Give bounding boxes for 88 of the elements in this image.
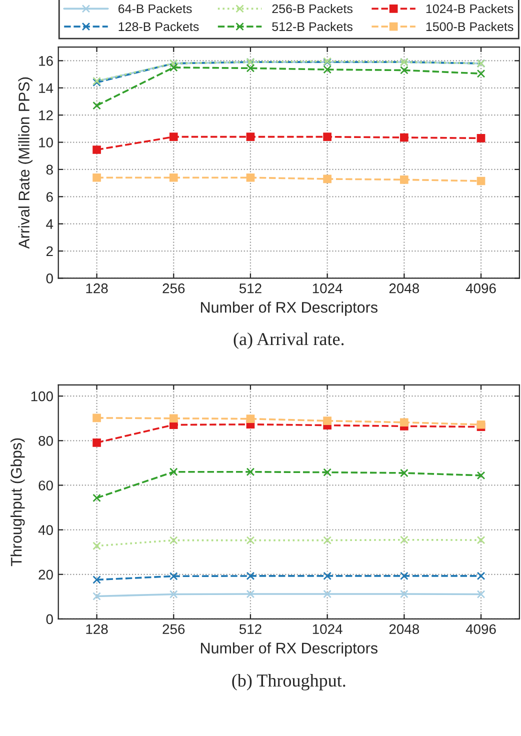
- y-tick-label: 12: [39, 110, 53, 120]
- point: [476, 590, 486, 598]
- point: [400, 133, 408, 142]
- point: [476, 176, 486, 186]
- point: [400, 468, 408, 478]
- x-tick-label: 128: [86, 624, 108, 634]
- y-tick-label: 8: [46, 164, 53, 175]
- text: (b) Throughput.: [232, 674, 346, 690]
- point: [92, 146, 101, 154]
- point: [246, 132, 255, 141]
- point: [92, 542, 101, 550]
- point: [400, 536, 408, 544]
- legend-label: 512-B Packets: [272, 22, 352, 32]
- point: [400, 175, 408, 184]
- text: (a) Arrival rate.: [234, 332, 344, 349]
- point: [169, 132, 178, 141]
- x-tick-label: 2048: [389, 283, 420, 294]
- point: [92, 173, 101, 182]
- x-tick-label: 4096: [466, 624, 496, 634]
- point: [246, 173, 255, 182]
- point: [323, 416, 332, 425]
- legend-label: 64-B Packets: [118, 4, 192, 14]
- y-tick-label: 0: [46, 274, 53, 284]
- point: [323, 65, 332, 74]
- x-tick-label: 512: [239, 283, 262, 294]
- point: [476, 536, 486, 544]
- y-tick-label: 14: [39, 83, 54, 93]
- point: [92, 494, 101, 502]
- point: [476, 420, 486, 429]
- point: [92, 438, 101, 447]
- point: [323, 468, 332, 476]
- x-tick-label: 256: [162, 624, 185, 634]
- point: [323, 590, 332, 598]
- point: [400, 66, 408, 74]
- point: [476, 471, 486, 480]
- legend-label: 1024-B Packets: [426, 4, 514, 14]
- point: [400, 572, 408, 580]
- point: [169, 572, 178, 580]
- x-tick-label: 1024: [312, 283, 342, 294]
- point: [169, 590, 178, 598]
- point: [400, 418, 408, 427]
- point: [323, 174, 332, 184]
- x-tick-label: 4096: [466, 283, 496, 294]
- legend-label: 256-B Packets: [272, 4, 352, 14]
- point: [400, 590, 408, 598]
- point: [323, 572, 332, 580]
- x-tick-label: 2048: [389, 624, 420, 634]
- x-axis-title: Number of RX Descriptors: [201, 642, 378, 657]
- point: [476, 572, 486, 580]
- point: [92, 414, 101, 422]
- point: [169, 536, 178, 544]
- point: [92, 592, 101, 600]
- point: [169, 63, 178, 72]
- x-tick-label: 1024: [312, 624, 342, 634]
- y-tick-label: 0: [46, 614, 53, 624]
- point: [169, 414, 178, 423]
- point: [92, 101, 101, 110]
- y-tick-label: 6: [46, 192, 53, 202]
- point: [476, 134, 486, 142]
- y-tick-label: 80: [38, 436, 53, 446]
- x-axis-title: Number of RX Descriptors: [201, 302, 378, 316]
- y-axis-title: Throughput (Gbps): [10, 438, 25, 566]
- x-tick-label: 256: [162, 283, 185, 294]
- y-tick-label: 2: [46, 246, 53, 256]
- y-axis-title: Arrival Rate (Million PPS): [18, 77, 32, 249]
- point: [246, 64, 255, 72]
- legend-label: 128-B Packets: [118, 22, 199, 32]
- point: [323, 536, 332, 544]
- y-tick-label: 40: [38, 525, 53, 535]
- point: [246, 536, 255, 544]
- x-tick-label: 128: [86, 283, 108, 294]
- point: [169, 468, 178, 476]
- y-tick-label: 4: [46, 219, 54, 229]
- x-tick-label: 512: [239, 624, 262, 634]
- point: [246, 468, 255, 476]
- point: [246, 590, 255, 598]
- y-tick-label: 20: [38, 570, 53, 580]
- point: [476, 69, 486, 78]
- point: [246, 414, 255, 423]
- y-tick-label: 60: [38, 480, 53, 490]
- point: [323, 132, 332, 141]
- point: [92, 576, 101, 584]
- y-tick-label: 100: [31, 391, 53, 402]
- y-tick-label: 16: [39, 56, 53, 66]
- point: [246, 572, 255, 580]
- legend-label: 1500-B Packets: [426, 22, 514, 32]
- y-tick-label: 10: [39, 138, 53, 148]
- point: [169, 173, 178, 182]
